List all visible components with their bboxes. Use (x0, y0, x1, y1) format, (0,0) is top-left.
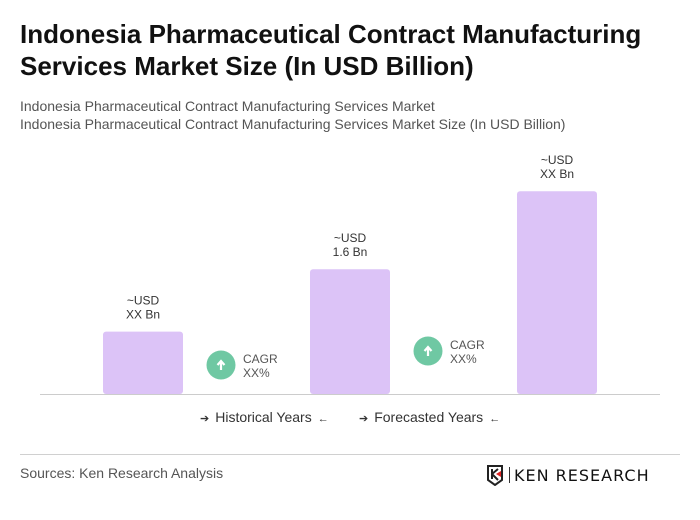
data-label: 1.6 Bn (333, 245, 368, 259)
data-label: XX Bn (126, 308, 160, 322)
source-note: Sources: Ken Research Analysis (20, 465, 224, 481)
arrow-up-icon (216, 359, 226, 370)
arrow-up-icon (423, 345, 433, 356)
cagr-label: CAGR (243, 352, 278, 366)
cagr-label: CAGR (450, 338, 485, 352)
cagr-label: XX% (243, 366, 270, 380)
data-label: ~USD (127, 294, 160, 308)
legend-forecasted-label: Forecasted Years (374, 409, 484, 425)
legend-forecasted: ➔ Forecasted Years ← (359, 409, 506, 425)
data-label: XX Bn (540, 167, 574, 181)
bar (310, 269, 390, 394)
legend-historical-label: Historical Years (215, 409, 312, 425)
bar (103, 331, 183, 394)
arrow-right-icon: ➔ (359, 413, 369, 425)
data-label: ~USD (334, 231, 367, 245)
legend-historical: ➔ Historical Years ← (200, 409, 335, 425)
chart-subtitle-2: Indonesia Pharmaceutical Contract Manufa… (20, 116, 566, 132)
ken-research-logo: KEN RESEARCH (486, 464, 650, 486)
bar (517, 191, 597, 394)
cagr-label: XX% (450, 352, 477, 366)
arrow-right-icon: ➔ (200, 413, 210, 425)
chart-subtitle: Indonesia Pharmaceutical Contract Manufa… (20, 98, 435, 114)
arrow-left-icon: ← (489, 413, 501, 425)
page-title: Indonesia Pharmaceutical Contract Manufa… (20, 19, 642, 81)
divider (20, 454, 680, 455)
logo-mark-icon (487, 465, 503, 486)
logo-text: KEN RESEARCH (514, 465, 650, 485)
arrow-left-icon: ← (317, 413, 329, 425)
data-label: ~USD (541, 153, 574, 167)
